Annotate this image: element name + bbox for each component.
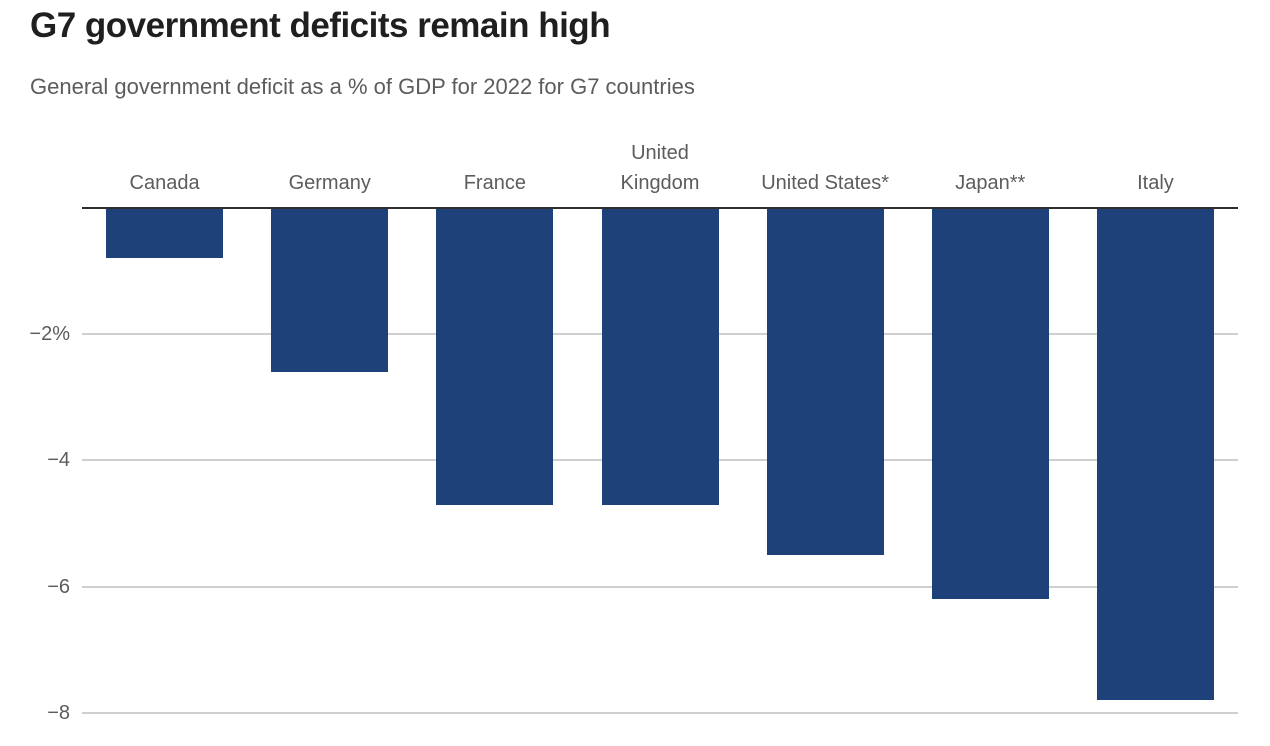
bar-italy: [1096, 208, 1214, 701]
bar-canada: [106, 208, 224, 259]
gridline-8: [82, 711, 1238, 714]
bar-japan: [931, 208, 1049, 600]
category-label: United States*: [761, 172, 890, 194]
y-tick-label: −2%: [29, 323, 70, 346]
gridline-6: [82, 585, 1238, 588]
bar-germany: [271, 208, 389, 373]
category-label: United Kingdom: [620, 142, 700, 194]
category-label: Japan**: [955, 172, 1026, 194]
bar-united-kingdom: [601, 208, 719, 505]
y-tick-label: −6: [47, 575, 70, 598]
category-label: France: [463, 172, 526, 194]
bar-france: [436, 208, 554, 505]
category-label: Germany: [288, 172, 371, 194]
chart-subtitle: General government deficit as a % of GDP…: [30, 74, 695, 99]
y-tick-label: −4: [47, 449, 70, 472]
y-tick-label: −8: [47, 701, 70, 724]
category-label: Italy: [1137, 172, 1174, 194]
chart-title: G7 government deficits remain high: [30, 6, 611, 45]
zero-axis-line: [82, 207, 1238, 209]
category-label: Canada: [129, 172, 200, 194]
bar-united-states: [766, 208, 884, 556]
